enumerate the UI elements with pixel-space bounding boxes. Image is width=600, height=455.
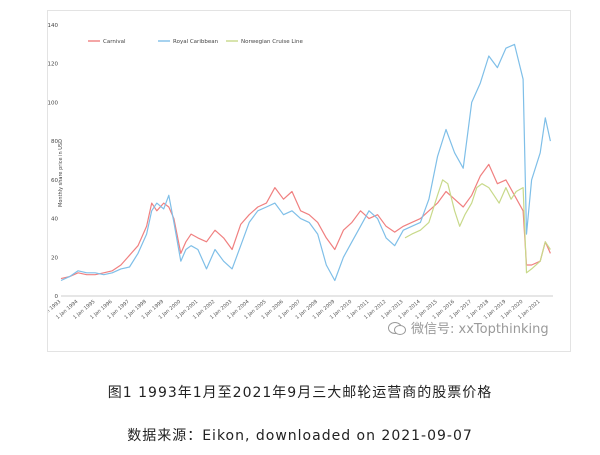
data-source: 数据来源：Eikon, downloaded on 2021-09-07	[127, 428, 473, 444]
series-line-norwegian-cruise-line	[404, 179, 551, 274]
y-tick-label: 100	[48, 100, 58, 106]
legend-label: Royal Caribbean	[173, 39, 219, 45]
y-tick-label: 140	[48, 23, 58, 29]
watermark-text: 微信号: xxTopthinking	[411, 322, 549, 337]
series-line-carnival	[60, 163, 551, 280]
legend-label: Carnival	[103, 39, 126, 45]
y-tick-label: 20	[51, 255, 58, 261]
wechat-icon	[388, 321, 406, 335]
y-tick-label: 40	[51, 217, 58, 223]
series-line-royal-caribbean	[60, 43, 551, 282]
y-tick-label: 120	[48, 62, 58, 68]
y-axis-label: Monthly share price in USD	[58, 139, 64, 207]
figure-caption: 图1 1993年1月至2021年9月三大邮轮运营商的股票价格	[107, 385, 493, 401]
watermark: 微信号: xxTopthinking	[388, 318, 549, 337]
y-tick-label: 60	[51, 178, 58, 184]
y-tick-label: 0	[55, 294, 59, 300]
y-tick-label: 80	[51, 139, 58, 145]
legend-label: Norwegian Cruise Line	[241, 39, 303, 45]
